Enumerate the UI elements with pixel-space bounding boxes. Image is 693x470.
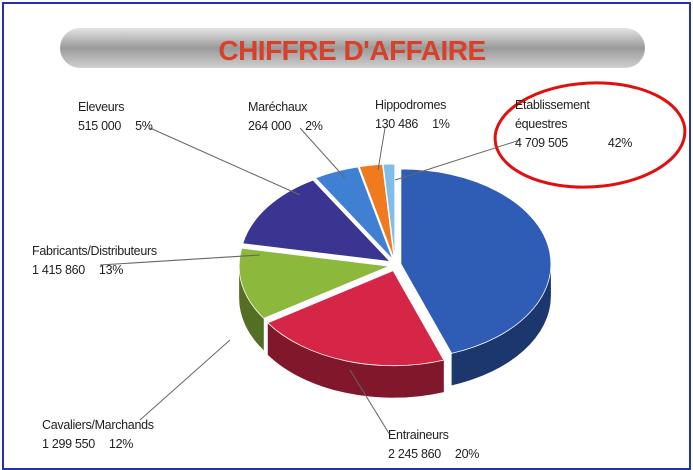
slice-side — [239, 266, 264, 351]
slice-label: Maréchaux 264 000 2% — [248, 100, 323, 133]
slice-label: Fabricants/Distributeurs 1 415 860 13% — [32, 244, 157, 277]
slice-label: Entraineurs 2 245 860 20% — [388, 428, 480, 461]
slice-label: Hippodromes 130 486 1% — [375, 98, 450, 131]
pie — [238, 163, 552, 398]
slice — [267, 270, 445, 367]
slice — [382, 163, 396, 260]
slice-label: Etablissement équestres 4 709 505 42% — [515, 98, 633, 150]
slice — [242, 179, 392, 263]
slice-label: Eleveurs 515 000 5% — [78, 100, 153, 133]
slice-side — [267, 322, 444, 398]
slice — [358, 163, 395, 260]
slice — [400, 168, 552, 354]
leader-lines — [99, 127, 521, 436]
title-banner — [60, 28, 645, 68]
slice-side — [451, 263, 551, 386]
slice — [314, 166, 394, 260]
chart-title: CHIFFRE D'AFFAIRE — [218, 35, 485, 66]
highlight-circle — [493, 81, 687, 189]
slice-label: Cavaliers/Marchands 1 299 550 12% — [42, 418, 154, 451]
slice — [238, 247, 391, 319]
